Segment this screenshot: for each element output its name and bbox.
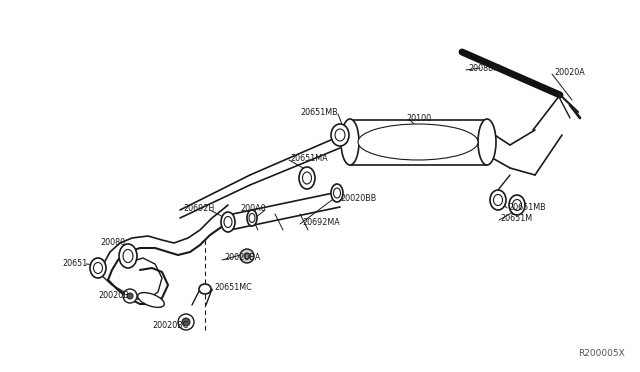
Ellipse shape [224,217,232,228]
Ellipse shape [341,119,359,165]
Text: 20020BB: 20020BB [340,193,376,202]
Ellipse shape [333,188,340,198]
Circle shape [127,293,133,299]
Ellipse shape [119,244,137,268]
Ellipse shape [509,195,525,215]
Text: 20692MA: 20692MA [302,218,340,227]
Text: 20651MC: 20651MC [214,283,252,292]
Text: 20651M: 20651M [500,214,532,222]
Text: 20651MB: 20651MB [300,108,338,116]
Text: 20100: 20100 [406,113,431,122]
Text: 20020A: 20020A [554,67,585,77]
Text: 20020B: 20020B [98,292,129,301]
Text: 20651MB: 20651MB [508,202,546,212]
Ellipse shape [478,119,496,165]
Text: 20080: 20080 [100,237,125,247]
Text: 20692H: 20692H [183,203,214,212]
Ellipse shape [299,167,315,189]
Ellipse shape [93,263,102,273]
Ellipse shape [221,212,235,232]
Ellipse shape [249,214,255,222]
Ellipse shape [335,129,345,141]
Ellipse shape [123,250,133,263]
Ellipse shape [331,124,349,146]
Ellipse shape [513,199,522,211]
Ellipse shape [138,293,164,307]
Circle shape [244,253,250,259]
Text: 20651MA: 20651MA [290,154,328,163]
Text: R200005X: R200005X [579,349,625,358]
Text: 20020BA: 20020BA [224,253,260,263]
Ellipse shape [303,172,312,184]
Ellipse shape [247,210,257,226]
Circle shape [123,289,137,303]
Ellipse shape [490,190,506,210]
Circle shape [178,314,194,330]
Text: 20020BC: 20020BC [152,321,188,330]
Circle shape [240,249,254,263]
Ellipse shape [493,195,502,205]
Ellipse shape [358,124,478,160]
Circle shape [182,318,190,326]
Text: 20088M: 20088M [468,64,500,73]
Text: 20651: 20651 [62,259,87,267]
Text: 200A0: 200A0 [240,203,266,212]
Ellipse shape [331,184,343,202]
Ellipse shape [90,258,106,278]
Ellipse shape [199,284,211,294]
